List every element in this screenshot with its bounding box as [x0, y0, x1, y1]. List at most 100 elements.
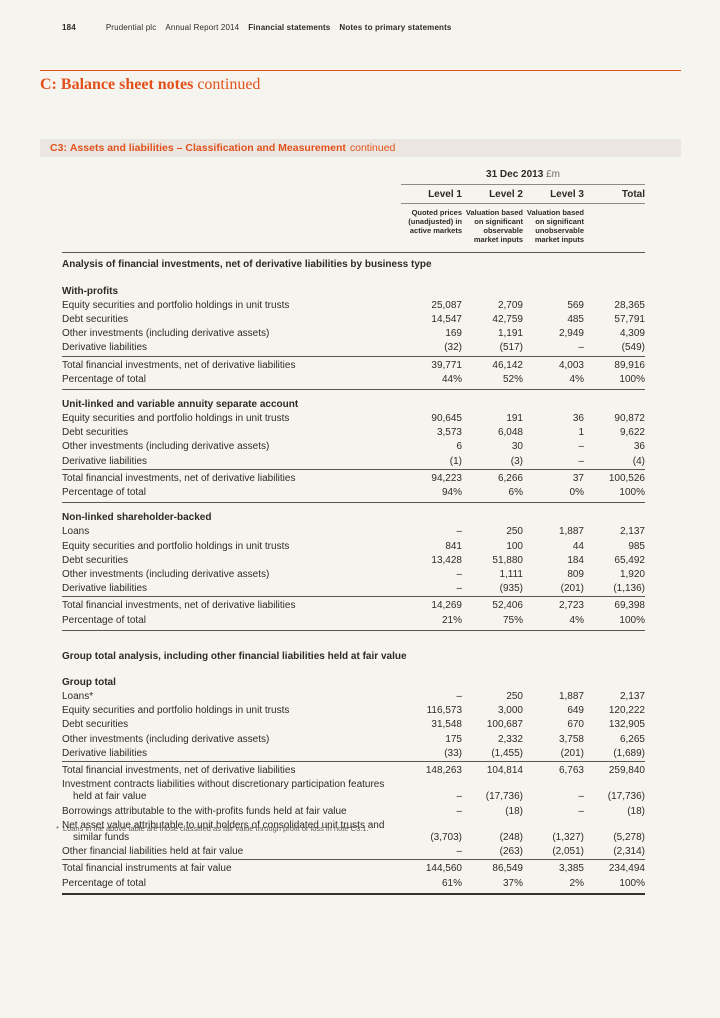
page-title-main: Balance sheet notes	[60, 76, 194, 93]
empty-cell	[62, 168, 401, 185]
cell-value: 37	[572, 472, 584, 484]
period-header: 31 Dec 2013 £m	[401, 168, 645, 186]
cell-value: 2%	[569, 877, 584, 889]
row-label: Percentage of total	[62, 614, 146, 626]
cell-value: 90,645	[431, 413, 462, 425]
cell-value: 14,269	[431, 600, 462, 612]
table-total-row: Investment contracts liabilities without…	[62, 778, 645, 804]
cell-value: 6,266	[497, 472, 523, 484]
breadcrumb-subsection: Notes to primary statements	[339, 23, 452, 32]
cell-value: 61%	[441, 877, 462, 889]
cell-value: (17,736)	[607, 791, 645, 803]
row-label: Unit-linked and variable annuity separat…	[62, 398, 299, 410]
cell-value: 100,526	[608, 472, 645, 484]
table-total-row: Percentage of total 94% 6% 0% 100%	[62, 486, 645, 503]
cell-value: 6,048	[497, 427, 523, 439]
table-row: Derivative liabilities (1) (3) – (4)	[62, 455, 645, 470]
cell-value: 100	[506, 540, 523, 552]
cell-value: 57,791	[614, 313, 645, 325]
row-label: Group total	[62, 676, 116, 688]
cell-value: 21%	[441, 614, 462, 626]
note-section-header: C3: Assets and liabilities – Classificat…	[40, 139, 681, 157]
running-header: 184 Prudential plc Annual Report 2014 Finan…	[62, 23, 680, 32]
cell-value: 100%	[619, 877, 645, 889]
table-row: Derivative liabilities – (935) (201) (1,136)	[62, 582, 645, 597]
table-row: Equity securities and portfolio holdings…	[62, 540, 645, 554]
row-label: Debt securities	[62, 719, 129, 731]
cell-value: –	[578, 342, 584, 354]
cell-value: 191	[506, 413, 523, 425]
cell-value: –	[456, 526, 462, 538]
table-total-row: Total financial investments, net of deri…	[62, 356, 645, 373]
table-body: Analysis of financial investments, net o…	[62, 252, 645, 894]
cell-value: (2,051)	[552, 846, 584, 858]
cell-value: 100,687	[486, 719, 523, 731]
cell-value: 86,549	[492, 863, 523, 875]
column-header-level2: Level 2	[462, 184, 523, 205]
footnote-marker: *	[56, 824, 59, 833]
table-row: Loans* – 250 1,887 2,137	[62, 690, 645, 704]
table-total-row: Total financial investments, net of deri…	[62, 596, 645, 614]
cell-value: 100%	[619, 373, 645, 385]
cell-value: 2,137	[619, 691, 645, 703]
cell-value: (549)	[621, 342, 645, 354]
row-label: Debt securities	[62, 554, 129, 566]
cell-value: 2,137	[619, 526, 645, 538]
cell-value: (1)	[449, 455, 462, 467]
row-label: Total financial investments, net of deri…	[62, 359, 296, 371]
table-grand-row: Total financial instruments at fair valu…	[62, 859, 645, 877]
currency-unit: £m	[546, 169, 560, 180]
cell-value: –	[456, 791, 462, 803]
cell-value: 148,263	[425, 765, 462, 776]
cell-value: (5,278)	[613, 831, 645, 843]
cell-value: 94%	[441, 487, 462, 498]
cell-value: 2,332	[497, 733, 523, 745]
cell-value: (3,703)	[430, 831, 462, 843]
column-desc-level3: Valuation based on significant unobserva…	[526, 208, 584, 245]
cell-value: (3)	[510, 455, 523, 467]
cell-value: 100%	[619, 487, 645, 498]
cell-value: (1,455)	[491, 747, 523, 759]
cell-value: –	[456, 583, 462, 595]
cell-value: 169	[445, 328, 462, 340]
table-total-row: Borrowings attributable to the with-prof…	[62, 805, 645, 819]
table-grand-row: Percentage of total 61% 37% 2% 100%	[62, 877, 645, 894]
cell-value: 4%	[569, 614, 584, 626]
cell-value: 4%	[569, 373, 584, 385]
cell-value: 184	[567, 554, 584, 566]
row-label: With-profits	[62, 285, 119, 297]
column-desc-level1: Quoted prices (unadjusted) in active mar…	[408, 208, 462, 236]
cell-value: (1,689)	[613, 747, 645, 759]
cell-value: (18)	[627, 805, 645, 817]
cell-value: 259,840	[608, 765, 645, 776]
cell-value: 6,763	[558, 765, 584, 776]
cell-value: 28,365	[614, 299, 645, 311]
cell-value: 4,309	[619, 328, 645, 340]
table-row: Equity securities and portfolio holdings…	[62, 704, 645, 718]
table-total-row: Net asset value attributable to unit hol…	[62, 819, 645, 845]
period-header-row: 31 Dec 2013 £m	[62, 168, 645, 186]
row-label: Equity securities and portfolio holdings…	[62, 413, 290, 425]
row-label: Derivative liabilities	[62, 583, 148, 595]
cell-value: –	[456, 568, 462, 580]
cell-value: 3,758	[558, 733, 584, 745]
cell-value: –	[456, 691, 462, 703]
row-label: Total financial investments, net of deri…	[62, 472, 296, 484]
row-label: Equity securities and portfolio holdings…	[62, 299, 290, 311]
table-group-name: With-profits	[62, 277, 645, 299]
column-header-level1: Level 1	[401, 184, 462, 205]
cell-value: (1,327)	[552, 831, 584, 843]
cell-value: 51,880	[492, 554, 523, 566]
cell-value: 809	[567, 568, 584, 580]
cell-value: –	[578, 791, 584, 803]
table-group-name: Unit-linked and variable annuity separat…	[62, 389, 645, 412]
cell-value: (33)	[444, 747, 462, 759]
cell-value: (935)	[499, 583, 523, 595]
cell-value: 120,222	[608, 705, 645, 717]
cell-value: 37%	[502, 877, 523, 889]
table-row: Derivative liabilities (32) (517) – (549)	[62, 341, 645, 356]
cell-value: –	[578, 455, 584, 467]
row-label: Other investments (including derivative …	[62, 441, 270, 453]
breadcrumb-company: Prudential plc	[105, 23, 157, 32]
cell-value: (248)	[499, 831, 523, 843]
